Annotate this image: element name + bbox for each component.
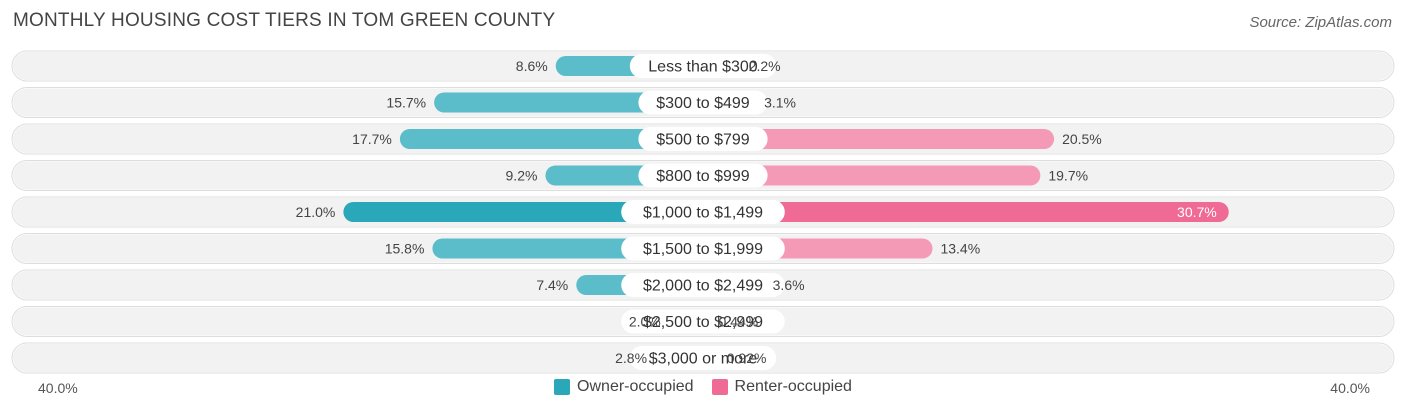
bar-renter bbox=[693, 202, 1229, 222]
value-label-renter: 0.44% bbox=[719, 314, 759, 330]
category-label: $1,000 to $1,499 bbox=[643, 205, 763, 222]
category-label-pill bbox=[638, 163, 768, 188]
axis-right-label: 40.0% bbox=[1330, 380, 1370, 396]
value-label-renter: 13.4% bbox=[940, 241, 980, 257]
category-label: $300 to $499 bbox=[656, 95, 750, 112]
category-label-pill bbox=[629, 346, 777, 370]
value-label-renter: 30.7% bbox=[1177, 204, 1217, 220]
source-label: Source: ZipAtlas.com bbox=[1249, 14, 1392, 31]
legend-label-renter: Renter-occupied bbox=[734, 378, 852, 395]
category-label-pill bbox=[629, 54, 777, 78]
value-label-owner: 2.8% bbox=[615, 350, 647, 366]
category-label-pill bbox=[621, 236, 785, 261]
category-label: $3,000 or more bbox=[649, 351, 758, 368]
value-label-owner: 15.7% bbox=[386, 95, 426, 111]
category-label: $2,000 to $2,499 bbox=[643, 278, 763, 295]
value-label-renter: 0.92% bbox=[727, 350, 767, 366]
legend-label-owner: Owner-occupied bbox=[577, 378, 694, 395]
value-label-renter: 19.7% bbox=[1048, 168, 1088, 184]
category-label-pill bbox=[638, 90, 768, 115]
category-label-pill bbox=[621, 309, 785, 334]
value-label-renter: 2.2% bbox=[749, 58, 781, 74]
chart-title: MONTHLY HOUSING COST TIERS IN TOM GREEN … bbox=[13, 10, 556, 31]
axis-left-label: 40.0% bbox=[38, 380, 78, 396]
bar-owner bbox=[343, 202, 713, 222]
bar-owner bbox=[399, 129, 713, 149]
bar-renter bbox=[693, 129, 1055, 149]
legend-item-owner: Owner-occupied bbox=[554, 378, 694, 396]
category-label: $800 to $999 bbox=[656, 168, 750, 185]
value-label-owner: 2.0% bbox=[629, 314, 661, 330]
value-label-owner: 21.0% bbox=[296, 204, 336, 220]
value-label-renter: 3.6% bbox=[773, 277, 805, 293]
category-label-pill bbox=[621, 200, 785, 224]
value-label-owner: 8.6% bbox=[516, 58, 548, 74]
legend-swatch-renter bbox=[711, 379, 728, 395]
category-label: $2,500 to $2,999 bbox=[643, 314, 763, 331]
category-label-pill bbox=[621, 273, 785, 297]
category-label: $500 to $799 bbox=[656, 132, 750, 149]
legend-item-renter: Renter-occupied bbox=[711, 378, 852, 396]
value-label-owner: 15.8% bbox=[385, 241, 425, 257]
value-label-owner: 7.4% bbox=[536, 277, 568, 293]
value-label-renter: 3.1% bbox=[764, 95, 796, 111]
chart-plot: Less than $300 8.6% 2.2% $300 to $499 15.7% 3… bbox=[11, 50, 1395, 374]
value-label-owner: 9.2% bbox=[506, 168, 538, 184]
bar-renter bbox=[693, 165, 1041, 186]
category-label: $1,500 to $1,999 bbox=[643, 241, 763, 258]
value-label-renter: 20.5% bbox=[1062, 131, 1102, 147]
category-label: Less than $300 bbox=[648, 59, 758, 76]
legend-swatch-owner bbox=[554, 379, 571, 395]
category-label-pill bbox=[638, 127, 768, 151]
legend: Owner-occupied Renter-occupied bbox=[0, 378, 1406, 396]
value-label-owner: 17.7% bbox=[352, 131, 392, 147]
